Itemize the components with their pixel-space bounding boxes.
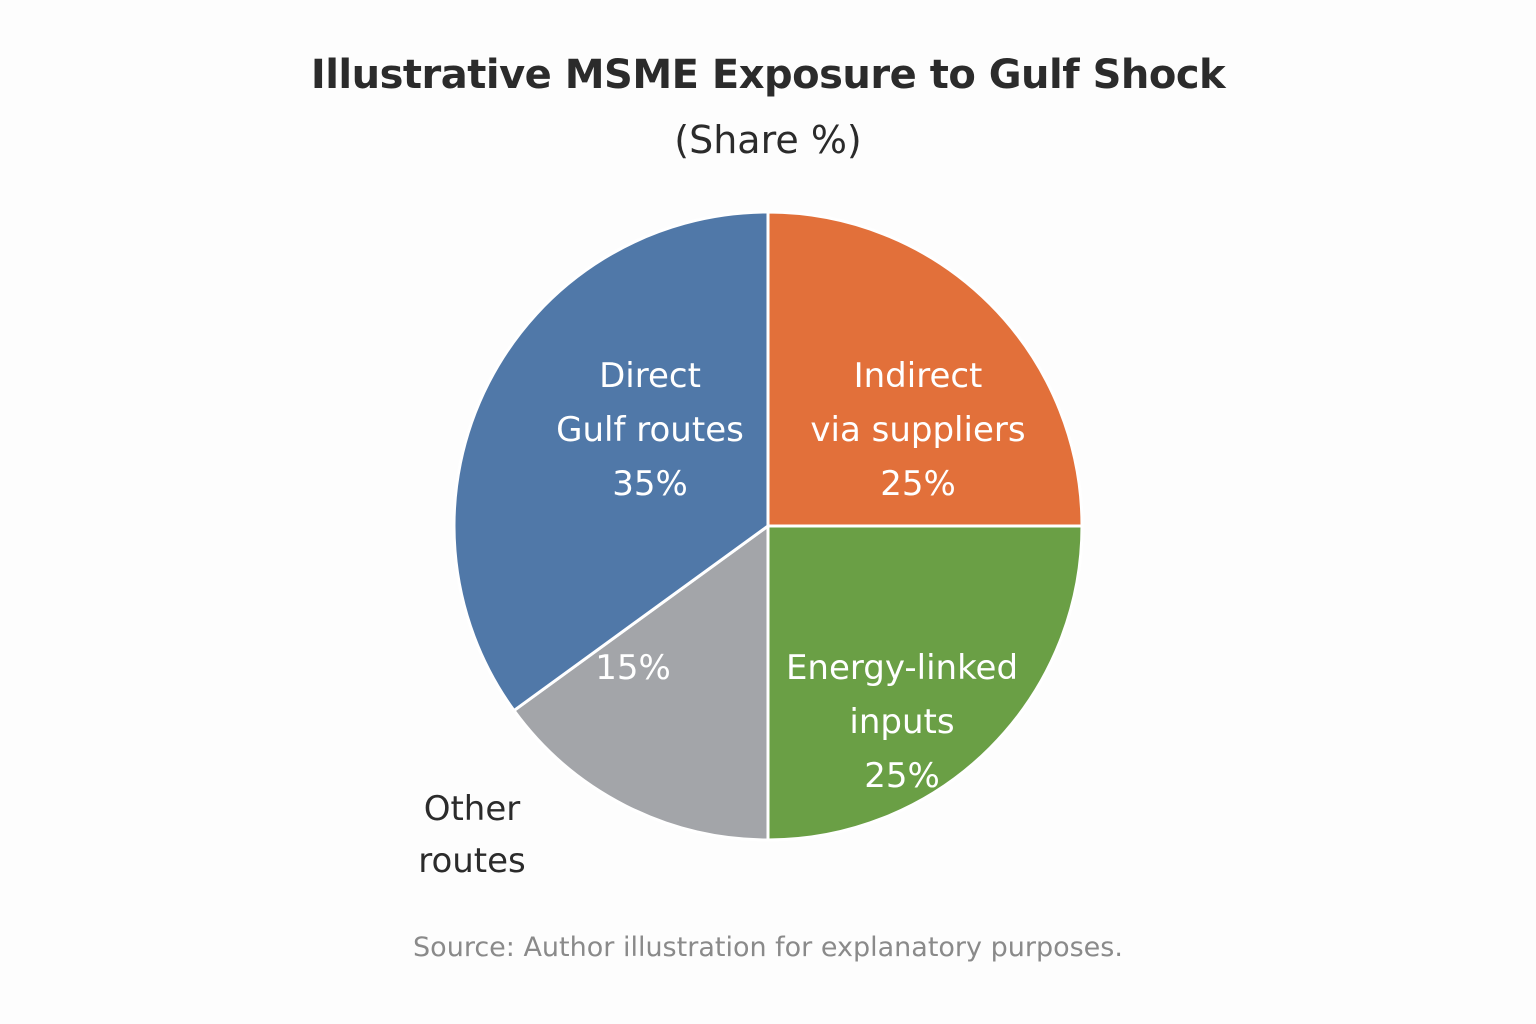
slice-label: Direct Gulf routes 35% — [556, 356, 744, 504]
pie-slice-direct-gulf-routes — [452, 210, 770, 713]
pie-slice-indirect-via-suppliers — [766, 210, 1084, 528]
source-note: Source: Author illustration for explanat… — [413, 932, 1123, 963]
slice-label: Indirect via suppliers 25% — [810, 356, 1025, 504]
chart-subtitle: (Share %) — [674, 118, 862, 162]
pie-slice-other-routes — [511, 523, 770, 842]
chart-title: Illustrative MSME Exposure to Gulf Shock — [310, 52, 1226, 98]
slice-category-label: Other routes — [418, 789, 526, 881]
slice-value-label: 15% — [595, 648, 671, 688]
slice-label: Energy-linked inputs 25% — [786, 648, 1018, 796]
pie-slice-energy-linked-inputs — [766, 524, 1084, 842]
